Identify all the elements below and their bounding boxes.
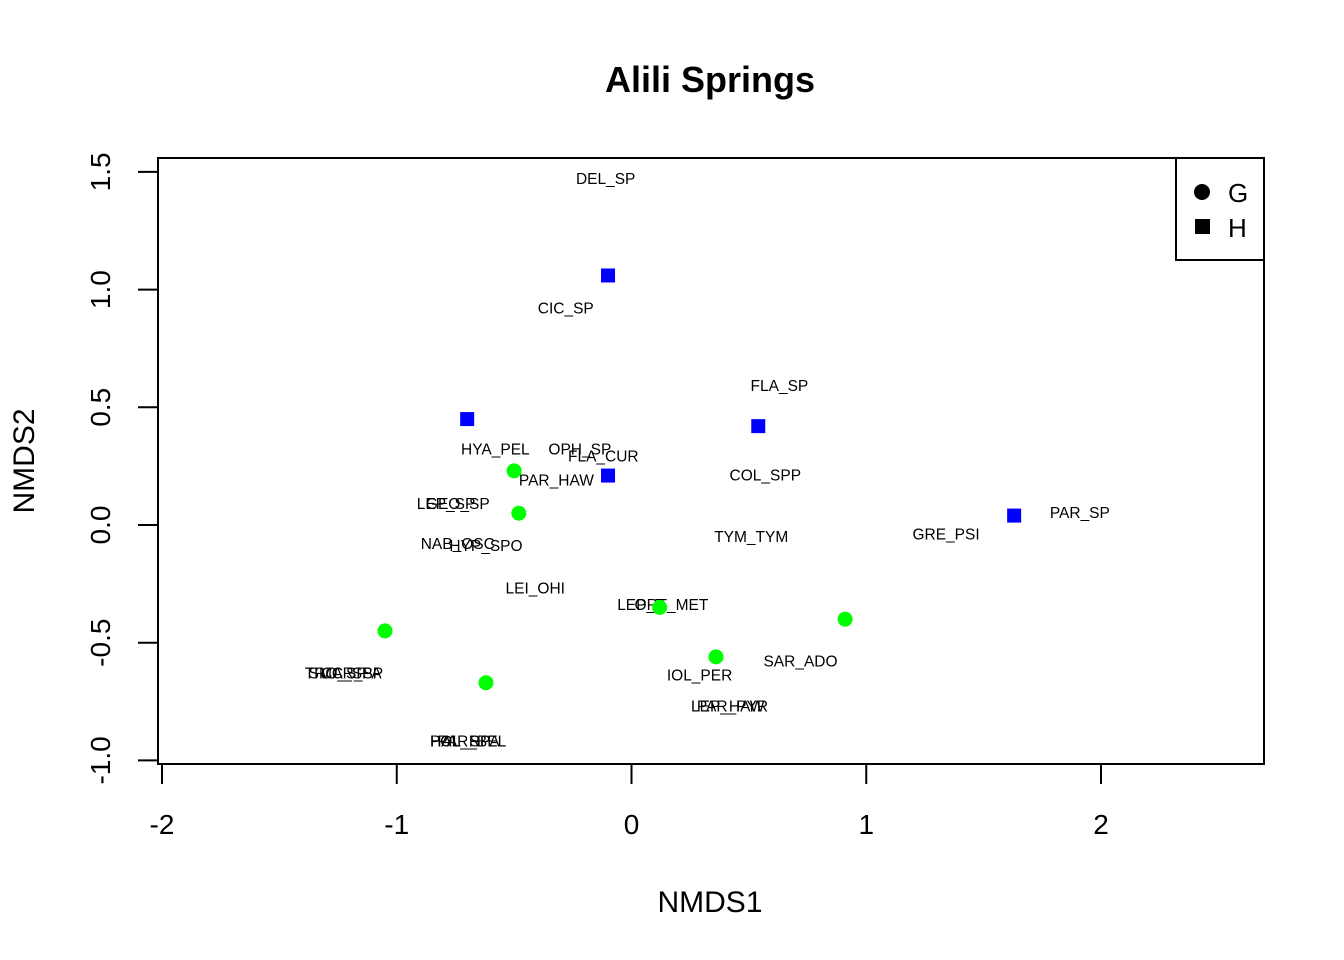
site-point-h: [601, 468, 616, 483]
species-label: CIC_SP: [538, 300, 594, 317]
species-label: SAR_ADO: [763, 654, 837, 671]
legend: G H: [1175, 157, 1265, 261]
species-label: FLA_SP: [751, 378, 809, 395]
y-tick-label: -1.0: [85, 736, 116, 784]
legend-square-marker: [1195, 219, 1210, 234]
species-label: PAR_PYR: [697, 698, 768, 715]
site-point-g: [652, 599, 668, 615]
x-tick-label: -1: [384, 809, 409, 840]
x-tick-label: -2: [150, 809, 175, 840]
y-tick-label: -0.5: [85, 619, 116, 667]
species-label: NAB_OSC: [421, 536, 495, 553]
species-label: HAL_RPA: [430, 734, 500, 751]
site-point-h: [460, 412, 475, 427]
y-axis: -1.0 -0.5 0.0 0.5 1.0 1.5: [85, 152, 159, 785]
y-tick-label: 0.0: [85, 506, 116, 545]
data-points: [377, 268, 1022, 691]
site-point-h: [1007, 508, 1022, 523]
site-point-g: [506, 463, 522, 479]
species-label: TRO_SP: [305, 665, 367, 682]
species-label: GRE_PSI: [912, 526, 979, 543]
species-label: FLA_CUR: [568, 449, 639, 466]
legend-label-g: G: [1228, 178, 1248, 208]
legend-label-h: H: [1228, 213, 1247, 243]
species-label: ORT_MET: [635, 597, 709, 614]
legend-circle-marker: [1194, 184, 1210, 200]
site-point-g: [511, 505, 527, 521]
species-label: CAR_SP: [321, 665, 383, 682]
y-tick-label: 1.5: [85, 152, 116, 191]
species-label: PAR_HAW: [519, 472, 594, 489]
site-point-g: [377, 623, 393, 639]
chart-title: Alili Springs: [605, 59, 815, 100]
species-label: PAR_BEL: [438, 734, 507, 751]
x-axis-label: NMDS1: [657, 886, 762, 919]
species-label: HYA_PEL: [461, 442, 530, 459]
species-label: LEP_SP: [417, 496, 476, 513]
x-tick-label: 1: [858, 809, 874, 840]
species-label: LEP_HAW: [691, 698, 765, 715]
species-label: DEL_SP: [576, 171, 635, 188]
x-tick-label: 2: [1093, 809, 1109, 840]
x-axis: -2 -1 0 1 2: [150, 763, 1109, 840]
species-label: PAR_SP: [1050, 505, 1110, 522]
species-label: OPH_SP: [548, 442, 611, 459]
x-tick-label: 0: [624, 809, 640, 840]
site-point-g: [837, 611, 853, 627]
site-point-g: [478, 675, 494, 691]
species-label: POL_SP: [430, 734, 490, 751]
legend-box: [1175, 157, 1265, 261]
species-label: GEO_SP: [426, 496, 490, 513]
species-label: LEI_OHI: [506, 581, 565, 598]
y-axis-label: NMDS2: [8, 408, 41, 513]
site-point-h: [601, 268, 616, 283]
species-label: TYM_TYM: [714, 529, 788, 546]
site-point-h: [751, 419, 766, 434]
site-point-g: [708, 649, 724, 665]
y-tick-label: 1.0: [85, 270, 116, 309]
species-label: COL_SPP: [730, 468, 802, 485]
species-label: SMC_SPA: [309, 665, 383, 682]
species-label: HYP_SPO: [449, 538, 522, 555]
species-label: IOL_PER: [667, 668, 732, 685]
y-tick-label: 0.5: [85, 388, 116, 427]
